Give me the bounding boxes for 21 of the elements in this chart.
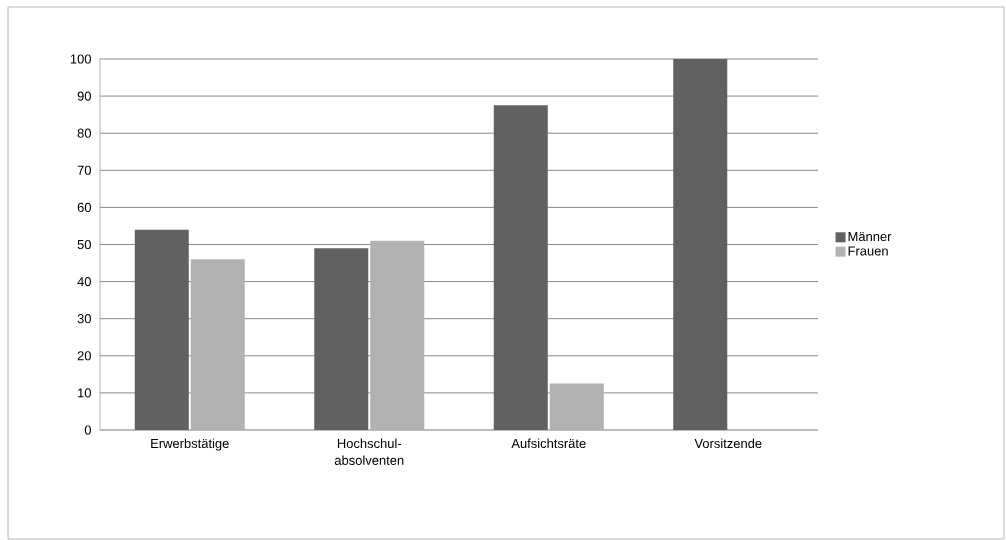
y-tick-label: 90: [77, 91, 91, 101]
x-tick-label: Erwerbstätige: [151, 438, 229, 451]
bar: [673, 58, 728, 430]
bar: [493, 105, 548, 430]
x-tick-label: Hochschul-absolventen: [334, 438, 404, 465]
legend-label: Frauen: [848, 246, 888, 256]
y-tick-label: 80: [77, 128, 91, 138]
y-tick-label: 0: [84, 425, 91, 435]
bar: [314, 248, 369, 430]
y-tick-label: 70: [77, 165, 91, 175]
y-tick-label: 20: [77, 351, 91, 361]
y-tick-label: 10: [78, 388, 91, 398]
legend-label: Männer: [848, 232, 892, 242]
y-tick-label: 30: [77, 314, 91, 324]
x-tick-label: Aufsichtsräte: [511, 438, 586, 449]
y-tick-label: 100: [70, 54, 91, 64]
bar: [134, 229, 189, 430]
x-tick-label: Vorsitzende: [694, 438, 762, 449]
y-tick-label: 40: [77, 277, 91, 287]
y-tick-label: 60: [77, 202, 91, 212]
y-tick-label: 50: [77, 239, 91, 250]
